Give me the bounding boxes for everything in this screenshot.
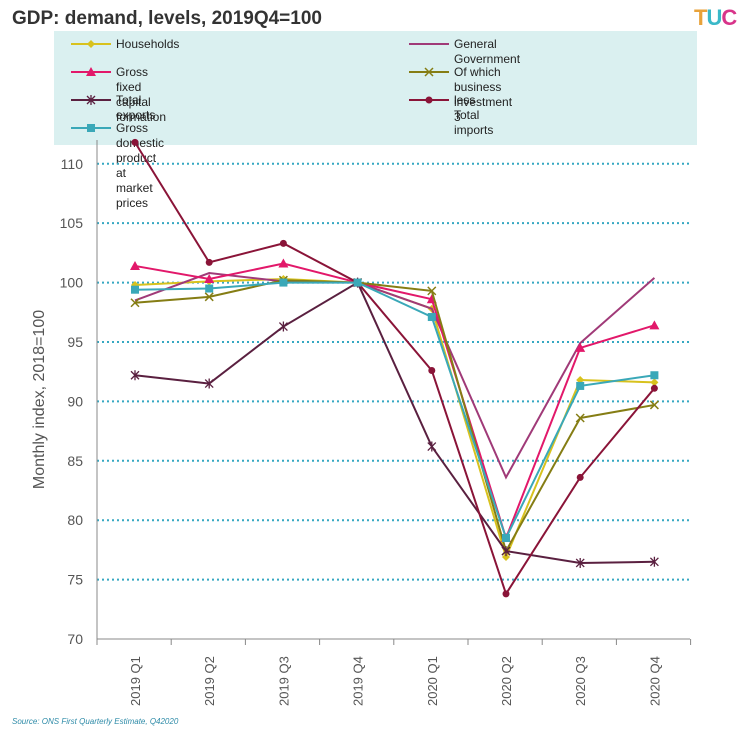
data-point — [575, 413, 585, 423]
data-point — [576, 473, 584, 481]
chart-title: GDP: demand, levels, 2019Q4=100 — [12, 8, 322, 29]
x-tick-label: 2020 Q4 — [647, 656, 662, 706]
data-point — [279, 278, 288, 287]
logo-letter-u: U — [706, 5, 722, 30]
x-tick-label: 2019 Q1 — [128, 656, 143, 706]
data-point — [501, 546, 511, 557]
data-point — [649, 400, 659, 410]
data-point — [205, 284, 214, 293]
series-line — [134, 272, 656, 480]
gridlines — [97, 162, 690, 581]
y-tick-label: 70 — [67, 631, 83, 647]
legend-label: Gross fixed capital formation — [116, 65, 167, 124]
legend-swatch — [71, 95, 111, 105]
legend-marker — [86, 67, 96, 76]
data-point — [131, 285, 139, 294]
data-point — [204, 378, 214, 389]
data-point — [130, 298, 140, 308]
data-point — [130, 370, 140, 381]
y-tick-label: 105 — [60, 215, 84, 231]
logo-letter-c: C — [721, 5, 737, 30]
legend-label: Gross domestic product at market prices — [116, 121, 165, 210]
series-line — [134, 281, 655, 564]
x-tick-label: 2020 Q2 — [499, 656, 514, 706]
legend-swatch — [71, 124, 111, 132]
data-point — [502, 590, 510, 598]
data-point — [649, 556, 659, 567]
legend-swatch — [409, 43, 449, 45]
data-point — [279, 239, 287, 247]
chart-legend: Households General Government Gross fixed … — [54, 31, 697, 210]
y-tick-label: 95 — [67, 334, 83, 350]
data-point — [130, 260, 140, 270]
legend-marker — [86, 95, 96, 105]
series-3 — [130, 275, 659, 556]
x-tick-label: 2020 Q1 — [425, 656, 440, 706]
data-point — [131, 138, 139, 146]
data-point — [278, 258, 289, 268]
data-point — [353, 278, 362, 287]
y-tick-label: 110 — [61, 156, 84, 172]
source-note: Source: ONS First Quarterly Estimate, Q4… — [12, 717, 179, 726]
data-point — [575, 342, 586, 352]
y-tick-label: 85 — [67, 453, 83, 469]
series-2 — [130, 258, 660, 543]
x-tick-label: 2019 Q4 — [351, 656, 366, 706]
legend-marker — [424, 67, 434, 77]
data-point — [204, 292, 214, 302]
x-tick-label: 2019 Q2 — [202, 656, 217, 706]
series-line — [134, 141, 656, 597]
legend-swatch — [409, 67, 449, 77]
legend-label: General Government — [454, 37, 521, 66]
data-point — [502, 534, 510, 543]
data-point — [428, 366, 436, 374]
legend-label: Households — [116, 37, 180, 51]
legend-swatch — [71, 40, 111, 48]
legend-marker — [87, 40, 95, 48]
series-line — [134, 281, 655, 541]
y-tick-label: 90 — [67, 393, 83, 409]
tuc-logo: TUC — [694, 5, 737, 31]
data-point — [278, 321, 288, 332]
series-4 — [130, 277, 659, 568]
data-point — [502, 553, 510, 562]
legend-swatch — [71, 67, 111, 76]
series-line — [134, 279, 655, 554]
data-point — [204, 274, 215, 284]
y-tick-label: 100 — [60, 275, 84, 291]
data-point — [650, 384, 658, 392]
x-tick-label: 2019 Q3 — [276, 656, 291, 706]
data-point — [575, 557, 585, 568]
series-line — [134, 262, 655, 542]
series-6 — [131, 278, 659, 543]
data-point — [650, 371, 659, 380]
legend-marker — [425, 96, 433, 104]
x-tick-label: 2020 Q3 — [573, 656, 588, 706]
y-tick-label: 80 — [67, 512, 83, 528]
y-tick-label: 75 — [67, 572, 83, 588]
legend-swatch — [409, 96, 449, 104]
legend-label: Of which business investment 3 — [454, 65, 513, 124]
logo-letter-t: T — [694, 5, 707, 30]
legend-marker — [87, 124, 95, 132]
data-point — [650, 378, 659, 387]
data-point — [649, 320, 660, 330]
data-point — [427, 286, 437, 296]
legend-label: Total exports — [116, 93, 156, 122]
series-1 — [134, 272, 656, 480]
legend-label: less Total imports — [454, 93, 494, 137]
series-5 — [131, 138, 658, 598]
data-point — [576, 381, 585, 390]
data-point — [427, 313, 436, 322]
data-point — [427, 441, 437, 452]
data-point — [205, 258, 213, 266]
y-axis-label: Monthly index, 2018=100 — [31, 310, 48, 489]
series-line — [134, 278, 655, 560]
